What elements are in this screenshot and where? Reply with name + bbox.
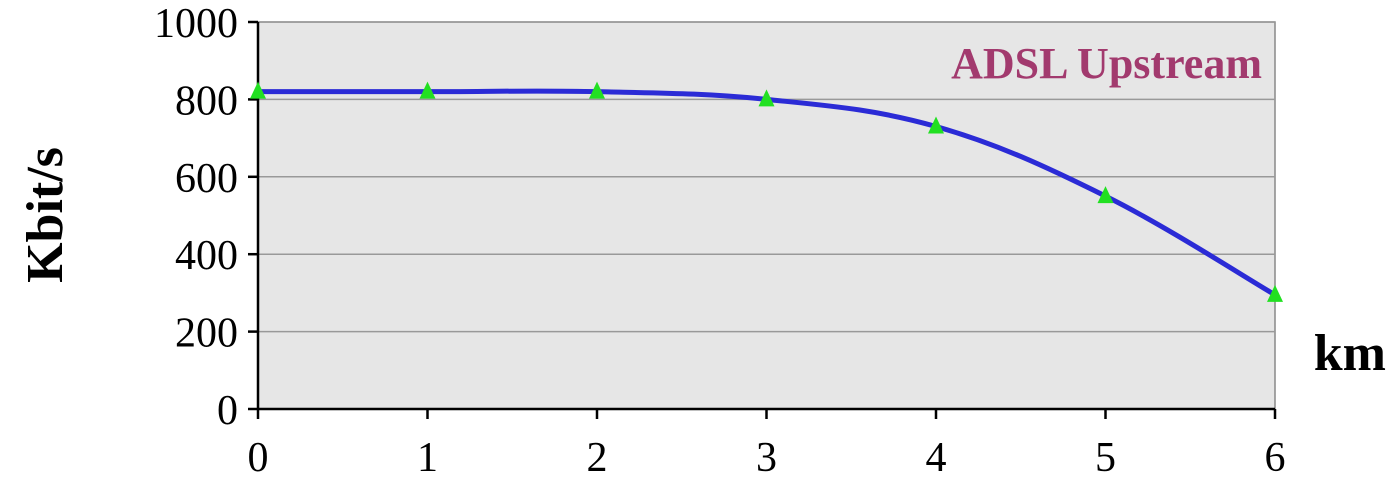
- y-tick-label: 800: [175, 78, 238, 124]
- x-tick-label: 4: [926, 435, 947, 481]
- y-tick-label: 200: [175, 311, 238, 357]
- data-point-marker: [419, 81, 436, 99]
- x-axis-ticks: 0 1 2 3 4 5 6: [248, 409, 1286, 481]
- x-tick-label: 2: [587, 435, 608, 481]
- data-point-marker: [250, 81, 266, 99]
- gridlines: [258, 21, 1275, 333]
- y-axis-ticks: 0 200 400 600 800 1000: [154, 1, 258, 434]
- x-tick-label: 0: [248, 435, 269, 481]
- series-label: ADSL Upstream: [951, 39, 1262, 88]
- x-axis-title: km: [1314, 325, 1386, 382]
- x-tick-label: 3: [756, 435, 777, 481]
- y-tick-label: 1000: [154, 1, 238, 47]
- data-point-marker: [758, 89, 775, 107]
- y-axis-title: Kbit/s: [17, 147, 74, 283]
- data-point-marker: [1097, 186, 1114, 204]
- x-tick-label: 6: [1265, 435, 1286, 481]
- data-point-marker: [589, 81, 605, 99]
- x-tick-label: 5: [1095, 435, 1116, 481]
- data-point-marker: [928, 116, 944, 134]
- y-tick-label: 0: [217, 388, 238, 434]
- y-tick-label: 600: [175, 156, 238, 202]
- data-point-marker: [1267, 284, 1283, 302]
- y-tick-label: 400: [175, 233, 238, 279]
- x-tick-label: 1: [417, 435, 438, 481]
- series-group: [250, 81, 1283, 302]
